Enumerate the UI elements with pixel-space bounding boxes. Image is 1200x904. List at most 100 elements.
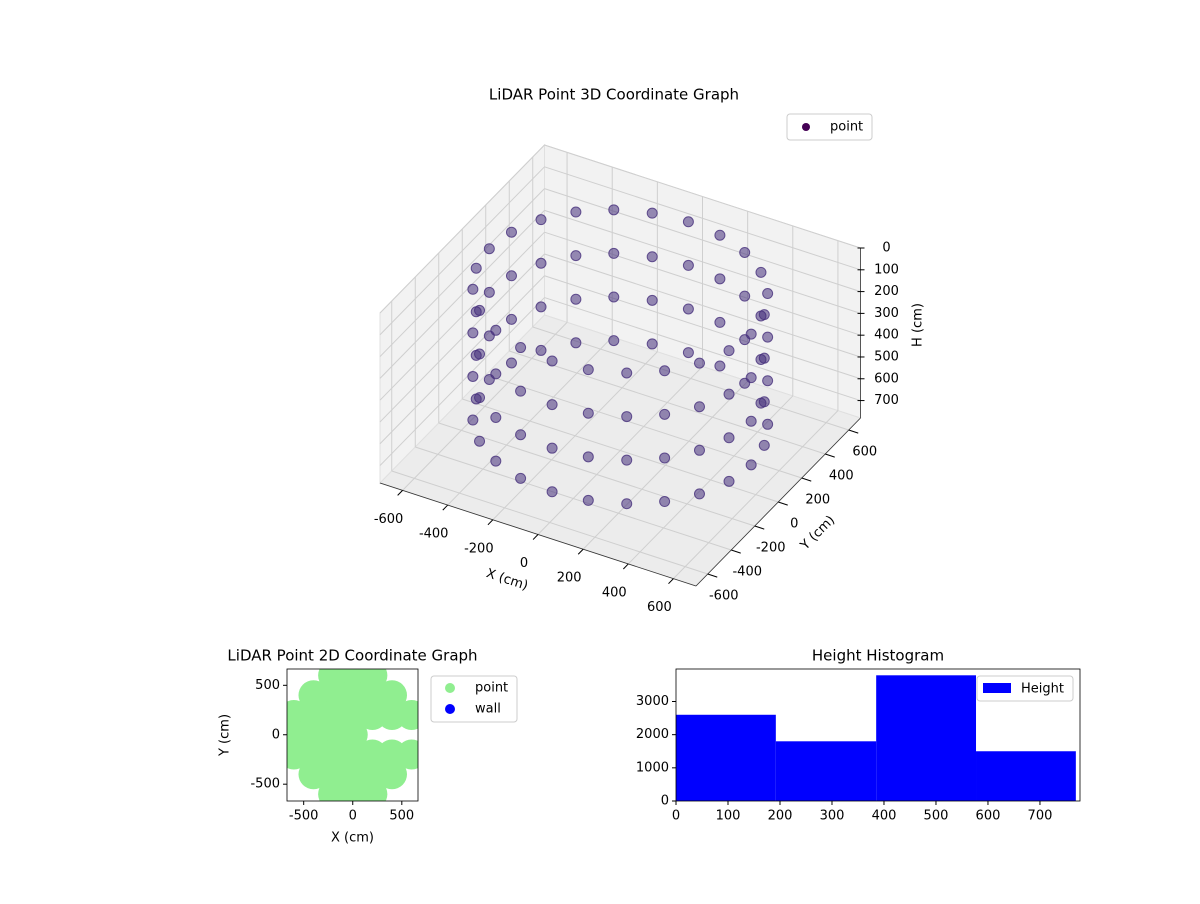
bar [775, 741, 877, 801]
point [467, 370, 479, 382]
y-tick-label: 500 [255, 678, 280, 693]
point [659, 408, 671, 420]
points [287, 669, 418, 801]
point [693, 401, 705, 413]
point [646, 338, 658, 350]
y-tick-label: -400 [732, 565, 762, 580]
point [745, 459, 757, 471]
point [535, 344, 547, 356]
x-tick-label: -500 [289, 809, 319, 824]
point [483, 373, 495, 385]
grid-line [544, 166, 861, 271]
point [693, 357, 705, 369]
tick-mark [442, 504, 449, 511]
x-tick-label: 0 [349, 809, 357, 824]
point [755, 397, 767, 409]
point [739, 246, 751, 258]
point [535, 301, 547, 313]
chart-title: LiDAR Point 2D Coordinate Graph [227, 647, 477, 665]
z-tick-label: 100 [874, 262, 899, 277]
y-tick-label: -500 [250, 777, 280, 792]
point [646, 294, 658, 306]
x-axis-label: X (cm) [331, 831, 374, 846]
point [755, 310, 767, 322]
grid-line [379, 210, 545, 379]
grid-line [379, 275, 545, 445]
tick-mark [707, 573, 718, 578]
point [714, 360, 726, 372]
point [515, 472, 527, 484]
grid-line [379, 231, 545, 401]
point [570, 206, 582, 218]
tick-mark [731, 549, 741, 554]
x-tick-label: 500 [924, 809, 949, 824]
point [621, 367, 633, 379]
y-tick-label: 2000 [636, 727, 669, 742]
point [396, 739, 418, 770]
legend-label: wall [475, 702, 501, 717]
x-tick-label: 700 [1028, 809, 1053, 824]
legend-label: point [830, 120, 863, 135]
z-tick-label: 400 [874, 328, 899, 343]
point [758, 439, 770, 451]
point [762, 418, 774, 430]
point [739, 290, 751, 302]
point [546, 442, 558, 454]
z-tick-label: 600 [874, 371, 899, 386]
tick-mark [801, 477, 812, 482]
y-tick-label: -600 [709, 589, 739, 604]
bar [676, 714, 776, 801]
point [682, 347, 694, 359]
point [467, 414, 479, 426]
point [621, 498, 633, 510]
point [505, 226, 517, 238]
grid-line [544, 275, 861, 380]
z-tick-label: 200 [874, 284, 899, 299]
grid-line [544, 144, 861, 249]
grid-line [391, 470, 708, 575]
tick-mark [848, 429, 859, 434]
legend-box [976, 675, 1074, 702]
point [396, 699, 418, 730]
point [659, 496, 671, 508]
point [693, 444, 705, 456]
point [376, 759, 407, 790]
x-tick-label: -600 [374, 512, 404, 527]
point [745, 415, 757, 427]
point [682, 216, 694, 228]
point [570, 293, 582, 305]
y-axis-label: Y (cm) [797, 513, 838, 554]
bar [976, 751, 1076, 801]
legend-box [430, 675, 518, 723]
legend-label: Height [1021, 682, 1064, 697]
legend-marker [445, 704, 455, 714]
legend-marker [802, 123, 810, 131]
point [582, 451, 594, 463]
grid-line [438, 422, 755, 527]
tick-mark [754, 525, 765, 530]
point [723, 475, 735, 487]
tick-mark [825, 453, 835, 458]
tick-mark [532, 534, 539, 540]
legend-label: point [475, 681, 508, 696]
point [762, 375, 774, 387]
point [582, 407, 594, 419]
point [714, 229, 726, 241]
grid-line [509, 350, 826, 455]
x-tick-label: 0 [672, 809, 680, 824]
tick-mark [622, 563, 629, 570]
x-tick-label: 0 [520, 556, 528, 571]
grid-line [532, 326, 849, 431]
point [693, 488, 705, 500]
z-tick-label: 300 [874, 306, 899, 321]
point [659, 365, 671, 377]
point [723, 432, 735, 444]
y-tick-label: 0 [661, 794, 669, 809]
point [608, 247, 620, 259]
point [505, 270, 517, 282]
tick-mark [668, 578, 674, 585]
point [582, 364, 594, 376]
point [470, 393, 482, 405]
grid-line [379, 144, 545, 314]
